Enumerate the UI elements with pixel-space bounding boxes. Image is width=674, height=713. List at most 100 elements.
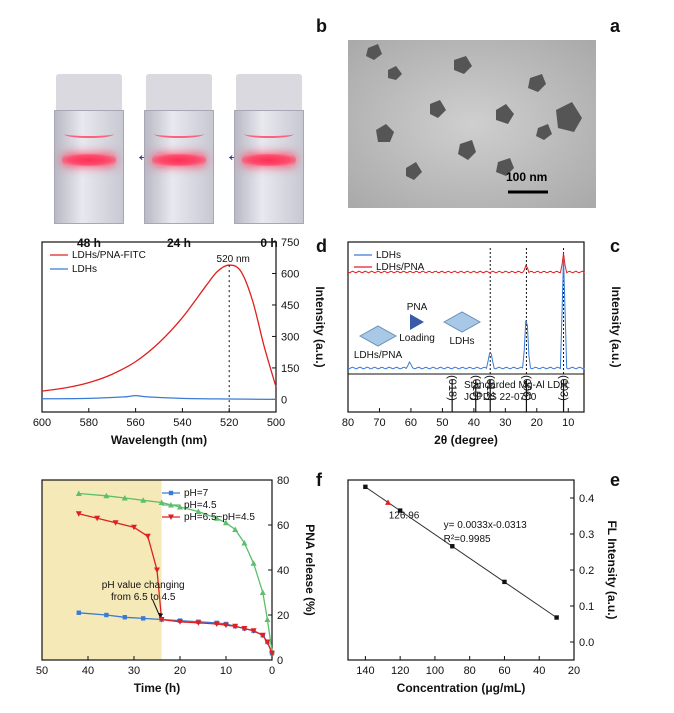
marker-triangle: [168, 502, 174, 508]
plot-frame: [347, 479, 575, 661]
legend-label: LDHs: [72, 264, 97, 275]
x-tick-label: 140: [356, 665, 374, 677]
nanoparticle: [430, 100, 446, 118]
marker-triangle-down: [250, 628, 257, 634]
marker-triangle: [121, 495, 128, 501]
vial-label-24h: 24 h: [166, 236, 191, 250]
reference-peak-label: (018): [446, 375, 458, 401]
series-line: [41, 394, 277, 401]
vial-meniscus: [154, 130, 204, 138]
marker-triangle-down: [269, 650, 275, 657]
y-axis-label: Intensity (a.u.): [313, 286, 327, 367]
x-tick-label: 120: [391, 665, 409, 677]
annotation-line1: pH value changing: [102, 580, 185, 591]
vial-meniscus: [244, 130, 294, 138]
legend-label: pH=6.5~pH=4.5: [184, 512, 255, 523]
fit-equation: y= 0.0033x-0.0313: [444, 520, 528, 531]
reference-peak-label: (012): [484, 375, 496, 401]
legend-label: LDHs: [376, 250, 401, 261]
y-tick-label: 0.4: [579, 493, 594, 505]
marker-triangle-down: [177, 619, 183, 625]
panel-label-f: f: [316, 470, 322, 490]
nanoparticle: [388, 66, 402, 80]
scale-bar-label: 100 nm: [506, 170, 548, 184]
legend-label: LDHs/PNA: [376, 262, 425, 273]
chart-e-calibration: 20 40 60 80 100 120 140 0.0 0.1 0.2 0.3 0.4 126.96 y=…: [347, 479, 619, 695]
y-axis-label: PNA release (%): [303, 524, 317, 616]
marker-triangle-down: [213, 621, 220, 627]
x-axis-label: Concentration (μg/mL): [397, 681, 526, 695]
chart-c-xrd: 10 20 30 40 50 60 70 80 (003) (006) (012)(015) (018…: [342, 241, 623, 447]
marker-triangle: [158, 499, 165, 505]
y-tick-label: 750: [281, 237, 299, 249]
vial-label-0h: 0 h: [260, 236, 278, 250]
highlight-point: [385, 499, 392, 505]
vial-cap: [236, 74, 302, 114]
x-tick-label: 50: [36, 665, 48, 677]
peak-annotation: 520 nm: [217, 254, 250, 265]
vial-0h: [230, 74, 308, 224]
plot-frame: [41, 241, 277, 413]
series-line-ldhs-pna: [347, 253, 585, 274]
nanoparticle: [406, 162, 422, 180]
marker-triangle: [223, 519, 229, 526]
nanoparticle: [458, 140, 476, 160]
marker-square: [363, 484, 368, 490]
marker-square: [397, 508, 403, 513]
y-tick-label: 60: [277, 520, 289, 532]
x-tick-label: 0: [269, 665, 275, 677]
x-tick-label: 30: [499, 417, 511, 429]
fluorescent-band: [62, 154, 116, 166]
marker-triangle-down: [195, 620, 202, 626]
marker-triangle: [103, 492, 110, 499]
x-tick-label: 80: [342, 417, 354, 429]
x-tick-label: 500: [267, 417, 285, 429]
ldh-platelet-icon: [442, 311, 482, 333]
nanoparticle: [556, 102, 582, 132]
x-tick-label: 40: [533, 665, 545, 677]
reference-peak-label: (003): [558, 375, 570, 401]
nanoparticle: [536, 124, 552, 140]
annotation-line2: from 6.5 to 4.5: [111, 592, 176, 603]
marker-square: [122, 615, 127, 620]
series-line-ldhs: [347, 257, 585, 370]
marker-square: [104, 612, 109, 618]
vial-48h: [50, 74, 128, 224]
schematic-label-pna: PNA: [407, 302, 428, 313]
y-tick-label: 450: [281, 300, 299, 312]
marker-triangle-down: [223, 622, 229, 629]
marker-triangle-down: [158, 617, 165, 623]
x-tick-label: 10: [220, 665, 232, 677]
y-axis-label: FL Intensity (a.u.): [605, 520, 619, 619]
nanoparticle: [366, 44, 382, 60]
nanoparticle: [528, 74, 546, 92]
vial-24h: [140, 74, 218, 224]
fit-line: [365, 486, 557, 619]
legend-label: pH=4.5: [184, 500, 217, 511]
loading-arrow-icon: [410, 314, 424, 330]
vial-cap: [56, 74, 122, 114]
reference-label-line1: Standarded Mg-Al LDH:: [464, 380, 570, 391]
legend-label: LDHs/PNA-FITC: [72, 250, 146, 261]
vial-label-48h: 48 h: [76, 236, 101, 250]
schematic-label-ldhs-pna: LDHs/PNA: [354, 350, 403, 361]
legend-label: pH=7: [184, 488, 209, 499]
x-tick-label: 40: [468, 417, 480, 429]
x-tick-label: 60: [405, 417, 417, 429]
y-tick-label: 0.2: [579, 565, 594, 577]
marker-triangle-down: [144, 533, 151, 540]
vial-glass: [234, 110, 304, 224]
marker-triangle-down: [259, 632, 266, 639]
panel-label-d: d: [316, 236, 327, 256]
x-tick-label: 540: [173, 417, 191, 429]
x-tick-label: 10: [562, 417, 574, 429]
y-tick-label: 20: [277, 610, 289, 622]
x-tick-label: 100: [426, 665, 444, 677]
y-tick-label: 0.0: [579, 637, 594, 649]
schematic-label-ldhs: LDHs: [449, 336, 474, 347]
marker-triangle-down: [112, 520, 119, 526]
marker-square: [76, 610, 81, 615]
marker-triangle-down: [232, 623, 239, 630]
annotation-arrowhead: [158, 612, 164, 618]
x-tick-label: 20: [174, 665, 186, 677]
